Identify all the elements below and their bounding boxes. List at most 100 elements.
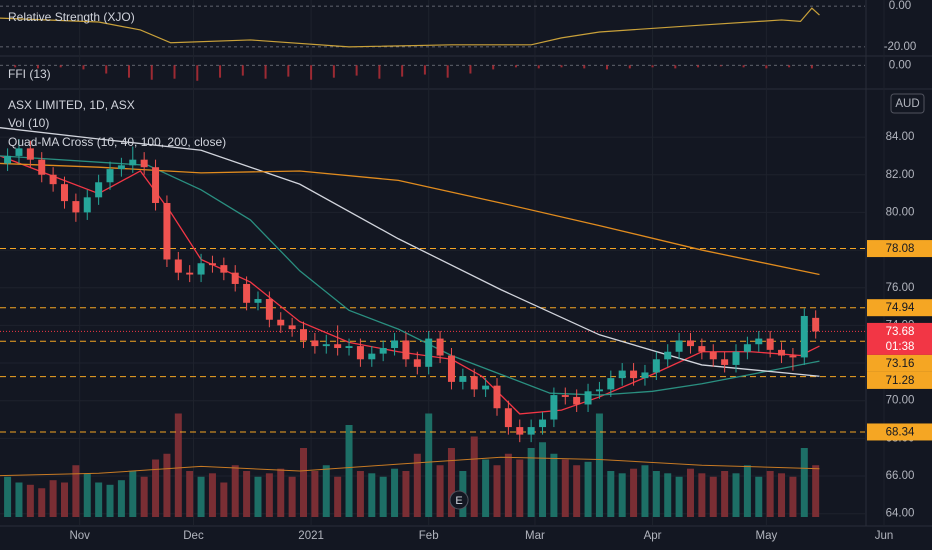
- candle-body: [402, 340, 410, 360]
- candle-body: [539, 419, 547, 428]
- candle-body: [607, 378, 615, 390]
- candle-body: [220, 265, 228, 273]
- volume-bar: [26, 484, 34, 517]
- volume-bar: [789, 476, 797, 517]
- candle-body: [197, 263, 205, 275]
- ffi-bar: [674, 65, 677, 69]
- level-label: 78.08: [886, 243, 915, 255]
- pane-title: FFI (13): [8, 67, 51, 81]
- countdown: 01:38: [886, 341, 915, 353]
- earnings-marker[interactable]: [449, 490, 469, 510]
- volume-bar: [447, 448, 455, 517]
- candle-body: [436, 338, 444, 356]
- y-tick-label: 64.00: [886, 508, 915, 520]
- ffi-bar: [150, 65, 153, 80]
- candle-body: [391, 340, 399, 348]
- price-label-box: [867, 322, 932, 355]
- plot: E: [0, 7, 865, 517]
- ffi-bar: [446, 65, 449, 78]
- candle-body: [504, 408, 512, 428]
- volume-bar: [402, 471, 410, 517]
- volume-bar: [106, 484, 114, 517]
- ffi-bar: [423, 65, 426, 75]
- candle-body: [174, 259, 182, 273]
- candle-body: [447, 355, 455, 382]
- volume-bar: [60, 482, 68, 517]
- volume-bar: [504, 453, 512, 517]
- candle-body: [743, 344, 751, 352]
- candle-body: [26, 148, 34, 160]
- ma-title: Quad-MA Cross (10, 40, 100, 200, close): [8, 135, 226, 149]
- volume-bar: [38, 488, 46, 517]
- candle-body: [721, 359, 729, 365]
- candle-body: [379, 347, 387, 354]
- ffi-bar: [788, 65, 791, 68]
- ffi-bar: [82, 65, 85, 70]
- ffi-bar: [310, 65, 313, 80]
- candle-body: [470, 376, 478, 390]
- candle-body: [254, 299, 262, 303]
- volume-bar: [231, 465, 239, 517]
- ffi-bar: [560, 65, 563, 68]
- candle-body: [49, 174, 57, 185]
- currency-box[interactable]: [890, 93, 925, 114]
- volume-bar: [618, 473, 626, 517]
- level-label-box: [867, 371, 932, 389]
- ffi-bar: [469, 65, 472, 74]
- candle-body: [72, 201, 80, 213]
- candle-body: [129, 159, 137, 166]
- candle-body: [106, 169, 114, 183]
- volume-bar: [561, 459, 569, 517]
- volume-bar: [345, 425, 353, 517]
- volume-bar: [539, 442, 547, 517]
- level-label-box: [867, 354, 932, 372]
- candle-body: [300, 329, 308, 341]
- ffi-bar: [127, 65, 130, 78]
- y-tick-label: 80.00: [886, 206, 915, 218]
- candle-body: [641, 372, 649, 379]
- x-tick-label: Jun: [875, 530, 894, 542]
- volume-bar: [595, 413, 603, 517]
- candle-body: [231, 272, 239, 284]
- volume-bar: [311, 471, 319, 517]
- candle-body: [630, 370, 638, 379]
- price-label: 73.68: [886, 326, 915, 338]
- x-tick-label: Feb: [419, 530, 439, 542]
- candle-body: [516, 427, 524, 435]
- volume-bar: [550, 453, 558, 517]
- candle-body: [789, 355, 797, 358]
- y-tick-label: -20.00: [884, 41, 917, 53]
- candle-body: [322, 344, 330, 347]
- volume-bar: [584, 461, 592, 517]
- volume-bar: [163, 453, 171, 517]
- ffi-bar: [355, 65, 358, 76]
- candle-body: [425, 338, 433, 367]
- candle-body: [709, 351, 717, 360]
- volume-bar: [72, 465, 80, 517]
- candle-body: [482, 385, 490, 390]
- volume-bar: [607, 471, 615, 517]
- volume-bar: [675, 476, 683, 517]
- volume-bar: [482, 459, 490, 517]
- candle-body: [812, 317, 820, 332]
- volume-bar: [49, 480, 57, 517]
- volume-bar: [778, 473, 786, 517]
- candle-body: [243, 283, 251, 303]
- volume-bar: [356, 471, 364, 517]
- candle-body: [265, 299, 273, 320]
- volume-bar: [573, 465, 581, 517]
- candle-body: [675, 340, 683, 352]
- ffi-bar: [173, 65, 176, 79]
- ffi-bar: [810, 65, 813, 69]
- volume-bar: [470, 436, 478, 517]
- ffi-bar: [697, 65, 700, 68]
- moving-average: [0, 155, 820, 415]
- volume-bar: [220, 482, 228, 517]
- candle-body: [800, 315, 808, 358]
- volume-bar: [322, 465, 330, 517]
- candle-body: [698, 346, 706, 352]
- candle-body: [527, 427, 535, 435]
- candle-body: [573, 396, 581, 405]
- volume-bar: [95, 482, 103, 517]
